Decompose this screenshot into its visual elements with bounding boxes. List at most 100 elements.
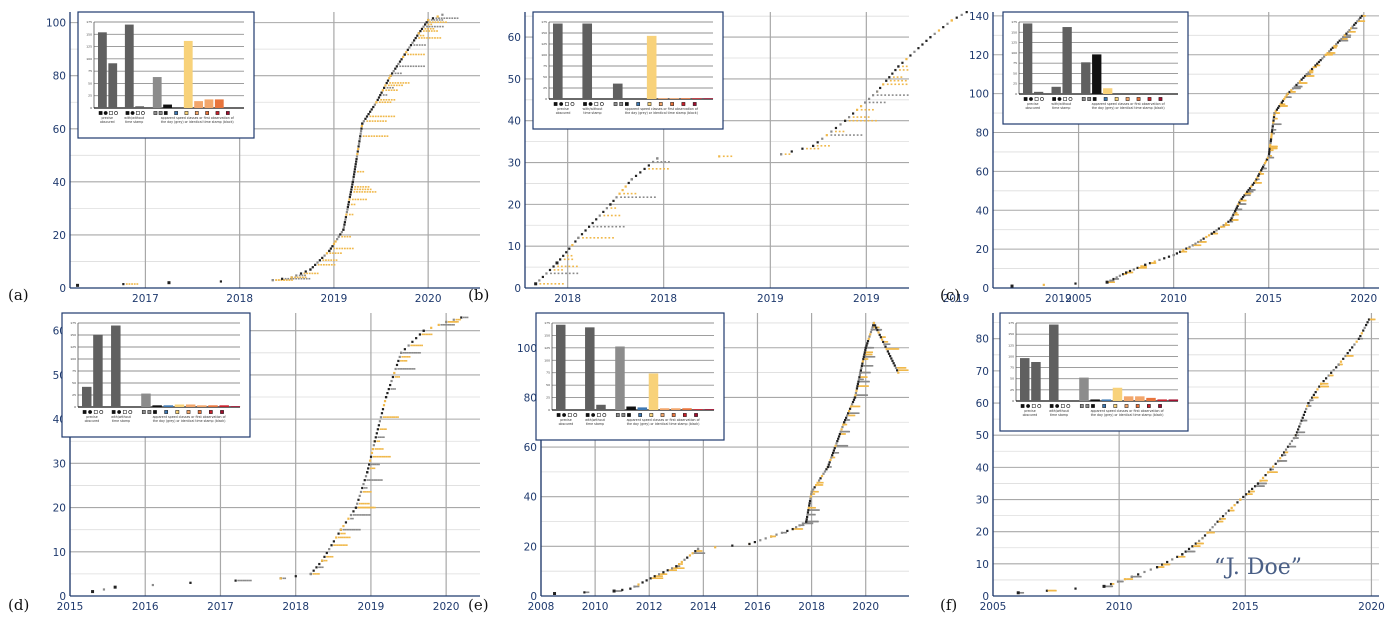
observation-point — [390, 388, 393, 390]
observation-point — [1253, 490, 1255, 493]
observation-point — [837, 437, 840, 440]
observation-point — [361, 514, 364, 516]
observation-point — [864, 349, 867, 352]
inset-marker — [1102, 404, 1107, 408]
observation-point — [820, 474, 824, 478]
observation-point — [373, 479, 376, 481]
observation-point — [656, 577, 658, 580]
observation-point — [1281, 99, 1285, 102]
observation-point — [366, 502, 368, 505]
observation-point — [897, 371, 900, 374]
observation-point — [861, 360, 864, 363]
observation-point — [901, 367, 904, 369]
observation-point — [1213, 230, 1216, 234]
inset-marker — [671, 413, 676, 417]
observation-point — [1326, 51, 1329, 55]
observation-point — [896, 367, 899, 369]
observation-point — [784, 153, 787, 155]
observation-point — [775, 533, 778, 536]
observation-point — [812, 513, 815, 516]
y-tick-label: 0 — [982, 283, 989, 295]
observation-point — [1331, 53, 1333, 56]
observation-point — [442, 323, 445, 326]
observation-point — [1363, 326, 1366, 329]
observation-point — [1335, 43, 1338, 46]
observation-point — [430, 19, 433, 21]
observation-point — [391, 416, 394, 418]
inset-marker — [125, 111, 130, 115]
observation-point — [1242, 495, 1245, 499]
observation-point — [413, 368, 416, 370]
observation-point — [438, 17, 440, 19]
inset-bar — [163, 405, 174, 407]
observation-point — [350, 517, 352, 520]
observation-point — [342, 544, 345, 546]
observation-point — [568, 247, 571, 250]
observation-point — [880, 94, 883, 96]
observation-point — [328, 548, 331, 551]
observation-point — [868, 355, 870, 358]
observation-point — [659, 577, 662, 580]
inset-marker — [122, 410, 127, 414]
inset-marker — [559, 102, 564, 106]
observation-point — [845, 423, 848, 426]
observation-point — [801, 147, 804, 150]
observation-point — [380, 448, 382, 450]
observation-point — [1202, 542, 1204, 545]
x-tick-label: 2005 — [980, 601, 1007, 613]
observation-point — [664, 161, 667, 163]
observation-point — [299, 276, 302, 279]
observation-point — [1203, 534, 1207, 537]
y-tick-label: 0 — [514, 283, 521, 295]
observation-point — [647, 164, 650, 167]
inset-tick: 175 — [1008, 321, 1014, 325]
observation-point — [1255, 178, 1258, 181]
observation-point — [605, 207, 608, 210]
observation-point — [348, 536, 351, 539]
observation-point — [365, 115, 369, 118]
inset-marker — [647, 102, 652, 106]
observation-point — [832, 449, 836, 452]
observation-point — [1300, 419, 1303, 422]
observation-point — [1286, 445, 1290, 448]
observation-point — [885, 347, 888, 351]
observation-point — [327, 555, 330, 558]
observation-point — [696, 547, 700, 551]
observation-point — [362, 198, 365, 201]
observation-point — [331, 555, 334, 558]
observation-point — [1284, 448, 1288, 451]
observation-point — [345, 544, 348, 546]
observation-point — [398, 355, 401, 359]
observation-point — [1264, 160, 1268, 163]
observation-point — [363, 506, 365, 509]
observation-point — [440, 17, 443, 19]
observation-point — [858, 394, 861, 396]
observation-point — [237, 579, 240, 582]
observation-point — [570, 254, 573, 257]
observation-point — [871, 346, 873, 349]
observation-point — [1267, 154, 1270, 158]
observation-point — [350, 203, 353, 206]
observation-point — [695, 552, 698, 554]
observation-point — [861, 376, 864, 378]
inset-caption-right: apparent speed classes or first observat… — [161, 116, 235, 120]
observation-point — [876, 101, 879, 104]
inset-tick: 150 — [1008, 332, 1014, 336]
y-tick-label: 20 — [53, 503, 66, 515]
inset-bar — [163, 104, 172, 108]
observation-point — [1022, 591, 1025, 594]
observation-point — [839, 430, 842, 433]
x-tick-label: 2008 — [528, 601, 555, 613]
observation-point — [325, 259, 327, 261]
observation-point — [420, 27, 424, 31]
observation-point — [1178, 250, 1182, 253]
observation-point — [1161, 563, 1164, 566]
observation-point — [814, 509, 817, 511]
observation-point — [604, 237, 607, 239]
observation-point — [816, 481, 819, 484]
observation-point — [331, 245, 334, 248]
observation-point — [388, 77, 391, 80]
observation-point — [382, 99, 385, 101]
observation-point — [355, 155, 359, 158]
observation-point — [1272, 468, 1274, 471]
